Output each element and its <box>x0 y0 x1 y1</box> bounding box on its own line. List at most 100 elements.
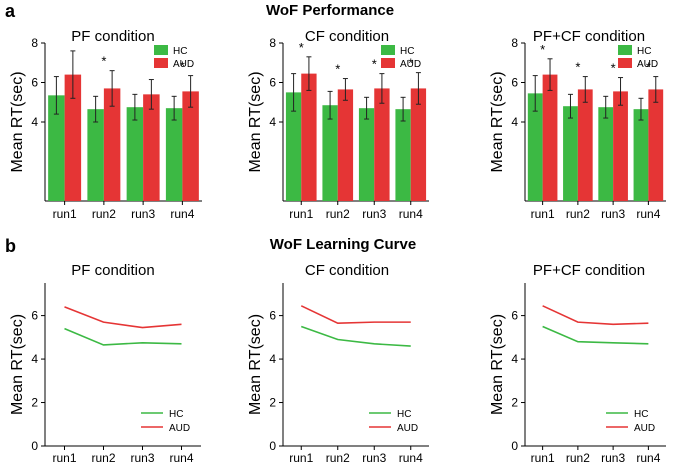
section-a-title: WoF Performance <box>266 2 394 19</box>
legend-swatch-aud <box>154 58 168 68</box>
y-tick-label: 4 <box>511 352 518 366</box>
significance-star: * <box>575 60 580 75</box>
y-tick-label: 2 <box>31 396 38 410</box>
legend-label-hc: HC <box>637 46 651 57</box>
bar-hc <box>87 109 104 201</box>
significance-star: * <box>372 57 377 72</box>
x-tick-label: run2 <box>326 207 350 221</box>
x-tick-label: run3 <box>131 207 155 221</box>
legend-label-aud: AUD <box>634 423 655 434</box>
legend-label-aud: AUD <box>637 59 658 70</box>
charts-container: PF condition Mean RT(sec) 4 6 8 run1 run2 run3 r… <box>9 28 666 463</box>
bar-aud <box>337 89 354 201</box>
y-axis-label: Mean RT(sec) <box>247 314 264 415</box>
bar-hc <box>598 107 614 201</box>
panel-a-label: a <box>5 1 16 21</box>
bar-hc <box>633 109 649 201</box>
x-tick-label: run3 <box>601 207 625 221</box>
x-tick-label: run4 <box>636 207 660 221</box>
panel-b-label: b <box>5 236 16 256</box>
bar-hc <box>126 107 144 201</box>
x-tick-label: run4 <box>170 207 194 221</box>
x-tick-label: run2 <box>566 207 590 221</box>
significance-star: * <box>408 56 413 71</box>
legend-label-hc: HC <box>173 46 187 57</box>
y-axis-label: Mean RT(sec) <box>9 314 26 415</box>
x-tick-label: run1 <box>531 207 555 221</box>
bar-hc <box>563 106 578 201</box>
section-b-title: WoF Learning Curve <box>270 236 416 253</box>
x-tick-label: run2 <box>566 451 590 463</box>
legend-swatch-hc <box>618 45 632 55</box>
y-axis-label: Mean RT(sec) <box>247 71 264 172</box>
x-tick-label: run1 <box>531 451 555 463</box>
y-tick-label: 6 <box>511 76 518 90</box>
y-tick-label: 4 <box>31 115 38 129</box>
bar-hc <box>358 108 375 201</box>
bar-hc <box>322 105 338 201</box>
y-tick-label: 4 <box>31 352 38 366</box>
legend-label-hc: HC <box>400 46 414 57</box>
y-tick-label: 6 <box>269 76 276 90</box>
chart-title: CF condition <box>305 262 389 279</box>
x-tick-label: run1 <box>289 207 313 221</box>
y-tick-label: 0 <box>31 439 38 453</box>
line-hc <box>542 325 649 345</box>
x-tick-label: run2 <box>91 451 115 463</box>
bar-aud <box>143 94 160 201</box>
y-tick-label: 6 <box>31 309 38 323</box>
x-tick-label: run2 <box>326 451 350 463</box>
y-tick-label: 6 <box>511 309 518 323</box>
x-tick-label: run4 <box>399 207 423 221</box>
bar-aud <box>577 89 593 201</box>
y-tick-label: 8 <box>269 36 276 50</box>
bar-aud <box>103 88 121 201</box>
significance-star: * <box>101 54 106 69</box>
y-tick-label: 8 <box>31 36 38 50</box>
y-tick-label: 4 <box>269 115 276 129</box>
bar-hc <box>285 92 302 201</box>
x-tick-label: run1 <box>52 451 76 463</box>
x-tick-label: run3 <box>130 451 154 463</box>
bar-aud <box>374 88 390 201</box>
significance-star: * <box>180 59 185 74</box>
legend-label-aud: AUD <box>397 423 418 434</box>
legend-label-aud: AUD <box>400 59 421 70</box>
y-tick-label: 0 <box>511 439 518 453</box>
bar-aud <box>542 74 558 201</box>
significance-star: * <box>335 62 340 77</box>
significance-star: * <box>299 40 304 55</box>
chart-title: PF+CF condition <box>533 28 645 45</box>
y-axis-label: Mean RT(sec) <box>489 71 506 172</box>
x-tick-label: run3 <box>362 207 386 221</box>
significance-star: * <box>646 60 651 75</box>
bar-aud <box>648 89 664 201</box>
legend-label-aud: AUD <box>169 423 190 434</box>
line-hc <box>300 325 411 347</box>
x-tick-label: run2 <box>92 207 116 221</box>
y-tick-label: 4 <box>269 352 276 366</box>
y-tick-label: 6 <box>31 76 38 90</box>
y-axis-label: Mean RT(sec) <box>9 71 26 172</box>
chart-a1: PF condition Mean RT(sec) 4 6 8 run1 run2 run3 r… <box>9 28 202 221</box>
bar-hc <box>48 95 65 201</box>
chart-a3: PF+CF condition Mean RT(sec) 4 6 8 run1 run2 ru… <box>489 28 666 221</box>
x-tick-label: run3 <box>362 451 386 463</box>
y-tick-label: 2 <box>511 396 518 410</box>
chart-title: PF condition <box>71 28 154 45</box>
x-tick-label: run4 <box>636 451 660 463</box>
y-tick-label: 8 <box>511 36 518 50</box>
bar-aud <box>301 73 317 201</box>
legend-label-hc: HC <box>169 409 183 420</box>
y-tick-label: 2 <box>269 396 276 410</box>
chart-b1: PF condition Mean RT(sec) 0 2 4 6 run1 run2 run3… <box>9 262 201 463</box>
line-aud <box>64 306 182 329</box>
legend-swatch-hc <box>381 45 395 55</box>
legend-label-hc: HC <box>634 409 648 420</box>
legend-swatch-aud <box>618 58 632 68</box>
bar-aud <box>613 91 628 201</box>
bar-hc <box>165 108 183 201</box>
line-aud <box>542 305 649 326</box>
legend-label-hc: HC <box>397 409 411 420</box>
